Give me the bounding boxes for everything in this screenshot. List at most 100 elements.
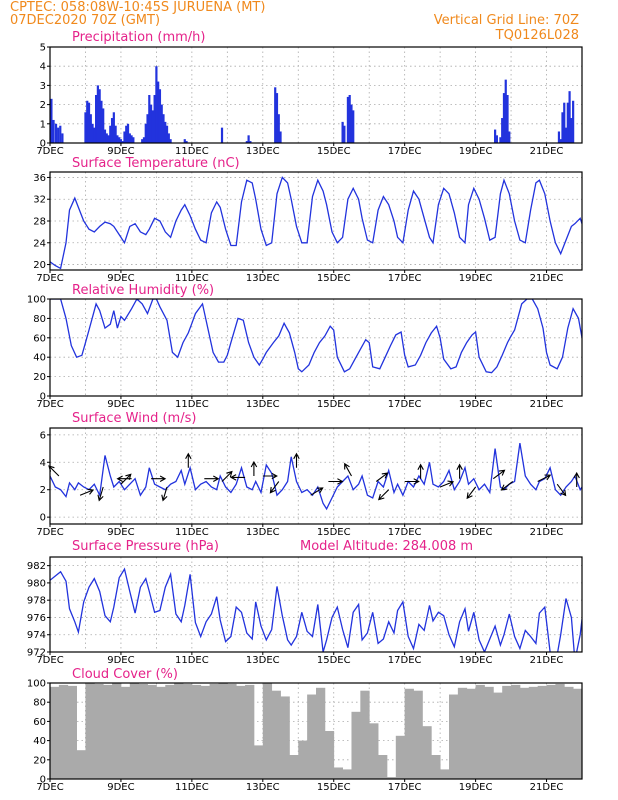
precip-bar — [130, 135, 133, 143]
wind-panel: Surface Wind (m/s) 0 2 4 6 7DEC 9DEC 11DEC 13DEC… — [36, 411, 583, 538]
wind-vector-arrow — [221, 470, 233, 482]
cloud-bar — [484, 686, 494, 779]
cloud-xtick-label: 19DEC — [459, 782, 493, 793]
pres-xtick-label: 9DEC — [107, 655, 134, 666]
cloud-bar — [546, 684, 556, 779]
wind-ytick-label: 0 — [40, 513, 46, 524]
wind-vector-arrow — [262, 472, 278, 480]
cloud-bar — [262, 683, 273, 779]
precip-frame — [49, 46, 583, 144]
pres-xtick-label: 13DEC — [246, 655, 280, 666]
temp-xtick-label: 13DEC — [246, 273, 280, 284]
cloud-bar — [466, 688, 476, 779]
wind-ytick-label: 6 — [40, 430, 46, 441]
precip-bar — [86, 100, 89, 143]
cloud-bar — [333, 767, 343, 779]
precip-bar — [123, 131, 126, 143]
cloud-bar — [50, 686, 60, 779]
rh-ytick-label: 0 — [40, 392, 46, 403]
precip-bar — [277, 114, 280, 143]
cloud-bar — [316, 687, 326, 779]
wind-vector-arrow — [417, 463, 424, 479]
temp-xtick-label: 19DEC — [459, 273, 493, 284]
precip-bar — [149, 104, 153, 143]
precip-bar — [160, 104, 163, 143]
wind-xtick-label: 21DEC — [530, 527, 564, 538]
cloud-bar — [280, 696, 290, 779]
cloud-xtick-label: 15DEC — [317, 782, 351, 793]
wind-xtick-label: 11DEC — [175, 527, 209, 538]
temp-xtick-label: 21DEC — [530, 273, 564, 284]
rh-xtick-label: 7DEC — [36, 399, 63, 410]
precip-bar — [167, 133, 170, 143]
cloud-bar — [440, 769, 450, 779]
rh-ytick-label: 60 — [33, 333, 46, 344]
wind-title: Surface Wind (m/s) — [72, 411, 196, 426]
cloud-bar — [165, 684, 175, 779]
header-station: CPTEC: 058:08W-10:45S JURUENA (MT) — [10, 0, 265, 15]
cloud-bar — [103, 684, 113, 779]
cloud-frame — [49, 682, 583, 780]
cloud-ytick-label: 100 — [27, 679, 46, 690]
temp-ytick-label: 28 — [33, 217, 46, 228]
wind-vector-arrow — [439, 480, 455, 488]
wind-ytick-label: 4 — [40, 458, 46, 469]
temp-xtick-label: 15DEC — [317, 273, 351, 284]
cloud-bar — [493, 692, 503, 779]
pres-frame — [49, 556, 583, 653]
precip-bar — [247, 135, 250, 143]
precip-bar — [501, 118, 504, 143]
precip-bar — [343, 125, 346, 143]
precip-bar — [350, 104, 353, 143]
precip-xtick-label: 21DEC — [530, 146, 564, 157]
precip-bar — [141, 139, 144, 143]
precip-bar — [59, 125, 62, 143]
precip-bar — [100, 100, 103, 143]
precip-bar — [572, 100, 575, 143]
cloud-title: Cloud Cover (%) — [72, 667, 178, 682]
wind-frame — [49, 427, 583, 525]
cloud-xtick-label: 17DEC — [388, 782, 422, 793]
precip-bar — [107, 135, 110, 143]
precip-bar — [146, 114, 149, 143]
wind-ytick-label: 2 — [40, 485, 46, 496]
wind-vector-arrow — [500, 481, 514, 491]
cloud-bar — [245, 684, 255, 779]
precip-ytick-label: 5 — [40, 43, 46, 54]
pres-ytick-label: 976 — [27, 613, 46, 624]
rh-ytick-label: 40 — [33, 353, 46, 364]
wind-vector-arrow — [204, 475, 220, 482]
cloud-bar — [511, 684, 521, 779]
header-grid-note: Vertical Grid Line: 70Z — [434, 13, 579, 28]
precip-bar — [144, 123, 147, 143]
cloud-bar — [360, 690, 370, 779]
precip-ytick-label: 0 — [40, 139, 46, 150]
precip-bar — [185, 141, 188, 143]
precip-bar — [183, 139, 186, 143]
precip-xtick-label: 15DEC — [317, 146, 351, 157]
cloud-bar — [555, 683, 565, 779]
cloud-bar — [218, 683, 228, 779]
precip-bar — [142, 137, 146, 143]
pres-xtick-label: 17DEC — [388, 655, 422, 666]
cloud-bar — [76, 750, 86, 779]
pres-ytick-label: 978 — [27, 596, 46, 607]
rh-xtick-label: 13DEC — [246, 399, 280, 410]
cloud-bar — [457, 687, 468, 779]
precip-title: Precipitation (mm/h) — [72, 30, 205, 45]
precip-bar — [346, 96, 350, 143]
precip-bar — [52, 119, 55, 143]
precip-ytick-label: 3 — [40, 81, 46, 92]
temp-title: Surface Temperature (nC) — [72, 156, 240, 171]
pres-xtick-label: 15DEC — [317, 655, 351, 666]
precip-panel: Precipitation (mm/h) 0 1 2 3 4 5 7DEC 9DEC 11DEC 1… — [36, 30, 583, 157]
precip-bar — [126, 123, 130, 143]
rh-panel: Relative Humidity (%) 0 20 40 60 80 100 7DEC 9DE… — [27, 283, 583, 410]
cloud-bar — [413, 690, 423, 779]
cloud-xtick-label: 11DEC — [175, 782, 209, 793]
cloud-bar — [129, 683, 140, 779]
pres-panel: Surface Pressure (hPa) Model Altitude: 28… — [27, 539, 583, 666]
rh-xtick-label: 21DEC — [530, 399, 564, 410]
precip-bar — [118, 137, 121, 143]
cloud-bar — [342, 769, 352, 779]
